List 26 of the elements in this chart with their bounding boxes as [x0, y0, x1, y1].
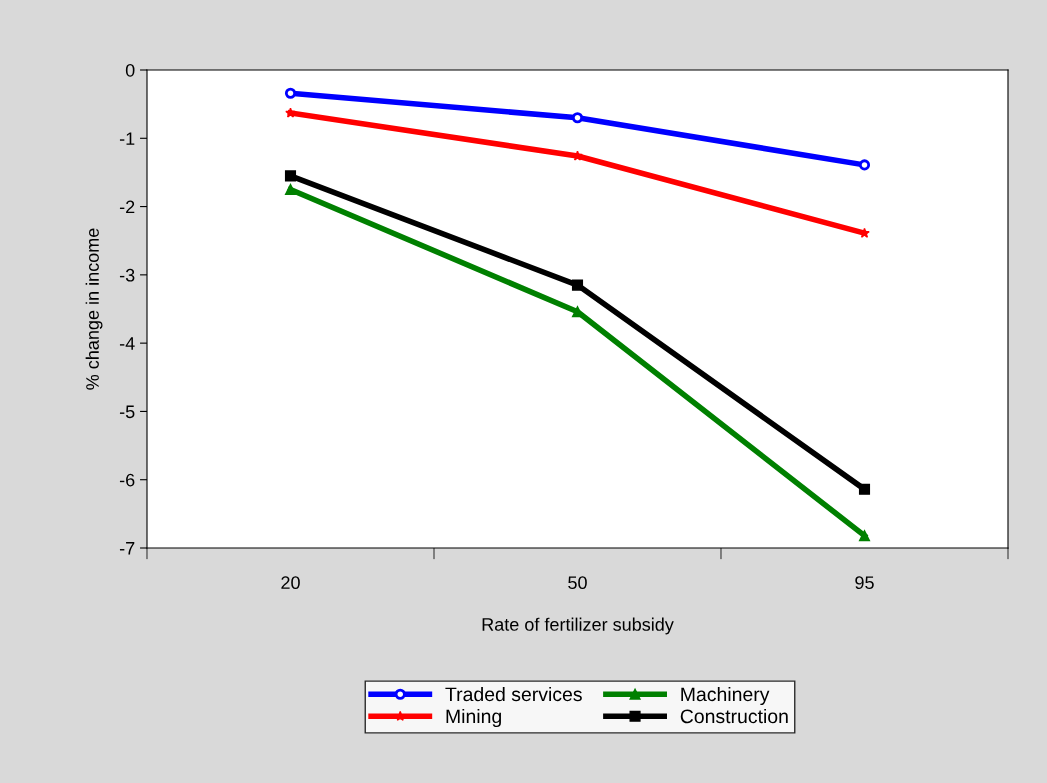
point	[571, 112, 584, 124]
legend-label: Traded services	[445, 686, 582, 702]
legend-label: Machinery	[681, 686, 770, 706]
legend-label: Mining	[446, 708, 501, 728]
point	[284, 170, 297, 182]
x-tick-label: 95	[855, 576, 874, 590]
y-tick-label: -3	[119, 268, 135, 282]
y-tick-label: -7	[119, 542, 135, 555]
x-tick-label: 20	[281, 576, 300, 590]
point	[858, 159, 871, 171]
y-tick-label: -5	[119, 405, 135, 419]
point	[284, 87, 297, 99]
point	[858, 483, 871, 495]
point	[284, 183, 297, 196]
y-tick-label: 0	[125, 63, 135, 77]
point	[571, 279, 584, 291]
point	[858, 530, 871, 542]
y-axis-title: % change in income	[85, 228, 103, 390]
x-axis-title: Rate of fertilizer subsidy	[482, 617, 674, 635]
y-tick-label: -6	[119, 473, 135, 487]
legend-label: Construction	[680, 708, 788, 724]
point	[285, 107, 296, 118]
y-tick-label: -1	[119, 132, 135, 145]
x-tick-label: 50	[568, 576, 587, 590]
y-tick-label: -2	[119, 200, 135, 214]
y-tick-label: -4	[119, 337, 135, 350]
